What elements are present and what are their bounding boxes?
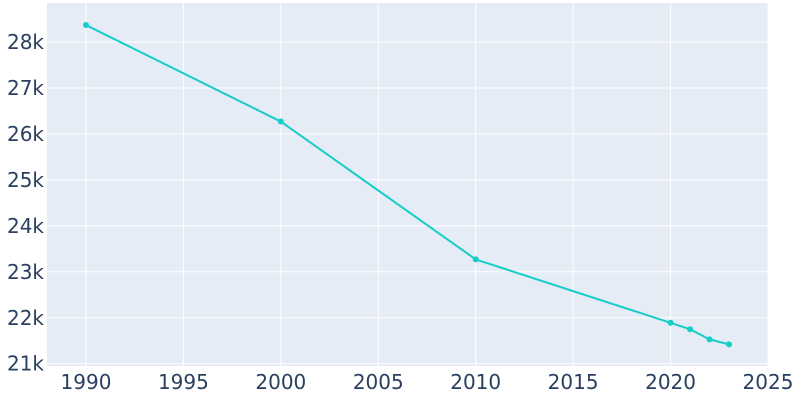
- x-tick-label: 2010: [450, 370, 501, 394]
- data-point: [687, 326, 694, 333]
- y-tick-label: 28k: [7, 30, 44, 54]
- x-tick-label: 2005: [353, 370, 404, 394]
- y-tick-label: 24k: [7, 214, 44, 238]
- series-layer: [82, 22, 733, 348]
- y-axis: 21k 22k 23k 24k 25k 26k 27k 28k: [7, 30, 44, 376]
- y-tick-label: 27k: [7, 76, 44, 100]
- y-tick-label: 23k: [7, 260, 44, 284]
- y-tick-label: 26k: [7, 122, 44, 146]
- x-tick-label: 2015: [548, 370, 599, 394]
- x-axis: 1990 1995 2000 2005 2010 2015 2020 2025: [61, 370, 794, 394]
- grid-lines: [47, 3, 769, 366]
- x-tick-label: 1995: [158, 370, 209, 394]
- y-tick-label: 22k: [7, 306, 44, 330]
- data-point: [277, 118, 284, 125]
- plot-area: [47, 3, 768, 366]
- data-point: [472, 256, 479, 263]
- x-tick-label: 1990: [61, 370, 112, 394]
- y-tick-label: 21k: [7, 352, 44, 376]
- x-tick-label: 2020: [645, 370, 696, 394]
- data-point: [726, 341, 733, 348]
- data-point: [82, 22, 89, 29]
- y-tick-label: 25k: [7, 168, 44, 192]
- data-point: [706, 336, 713, 343]
- x-tick-label: 2000: [255, 370, 306, 394]
- data-point: [667, 319, 674, 326]
- x-tick-label: 2025: [743, 370, 794, 394]
